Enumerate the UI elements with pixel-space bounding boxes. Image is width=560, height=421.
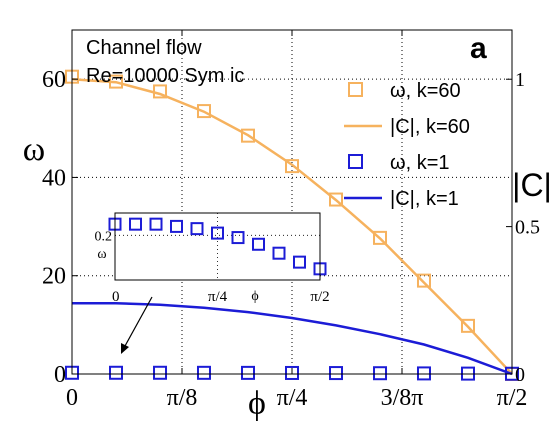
inset-marker — [190, 222, 204, 236]
inset-background — [115, 213, 320, 280]
series-2-marker — [109, 365, 124, 380]
inset-y-tick-label: 0.2 — [95, 229, 113, 244]
series-line-1 — [71, 77, 513, 375]
inset-marker — [231, 231, 245, 245]
y-tick-label-left: 60 — [42, 67, 66, 93]
series-0-marker — [240, 128, 255, 143]
legend-label-omega-k60: ω, k=60 — [390, 80, 461, 102]
y-tick-label-right: 0 — [515, 364, 525, 386]
x-tick-label: 3/8π — [381, 385, 424, 411]
series-0-marker — [153, 84, 168, 99]
panel-label: a — [470, 32, 487, 65]
inset-x-tick-label: π/4 — [208, 289, 228, 305]
series-2-marker — [196, 365, 211, 380]
legend: ω, k=60 |C|, k=60 ω, k=1 |C|, k=1 — [344, 80, 470, 210]
legend-label-omega-k1: ω, k=1 — [390, 152, 450, 174]
y-tick-label-left: 40 — [42, 165, 66, 191]
series-0-marker — [416, 273, 431, 288]
inset-marker — [129, 217, 143, 231]
inset-marker — [149, 217, 163, 231]
inset-ticks: 0 π/4 π/2 0.2 — [95, 229, 330, 305]
y-axis-label-left: ω — [23, 131, 45, 168]
inset-x-tick-label: 0 — [112, 289, 120, 305]
series-0-marker — [285, 159, 299, 174]
inset-x-axis-label: ϕ — [251, 289, 258, 304]
series-2-marker — [329, 366, 344, 381]
main-series — [65, 69, 519, 381]
series-2-marker — [416, 366, 431, 381]
inset-y-axis-label: ω — [97, 247, 106, 262]
series-0-marker — [373, 230, 388, 245]
x-tick-label: π/8 — [167, 385, 198, 411]
series-2-marker — [240, 365, 255, 380]
inset-series — [108, 217, 327, 276]
x-tick-label: 0 — [66, 385, 78, 411]
series-0-marker — [460, 318, 475, 333]
x-axis-label: ϕ — [248, 385, 266, 421]
series-0-marker — [109, 74, 124, 89]
inset-marker — [169, 219, 183, 233]
inset-marker — [272, 246, 286, 260]
inset-marker — [252, 237, 266, 251]
legend-marker-omega-k60 — [348, 82, 363, 97]
inset-chart: 0 π/4 π/2 0.2 ω ϕ — [95, 212, 330, 305]
y-tick-label-left: 0 — [54, 362, 66, 388]
series-0-marker — [196, 104, 211, 119]
inset-pointer-arrow — [121, 296, 153, 354]
legend-label-c-k1: |C|, k=1 — [390, 188, 459, 210]
x-tick-label: π/4 — [277, 385, 308, 411]
series-0-marker — [329, 192, 344, 207]
inset-plot-frame — [114, 212, 321, 281]
series-line-3 — [72, 302, 513, 376]
y-tick-label-left: 20 — [42, 264, 66, 290]
series-2-marker — [153, 365, 168, 380]
annotation-line-1: Channel flow — [86, 37, 202, 59]
inset-marker — [211, 226, 224, 240]
inset-x-tick-label: π/2 — [310, 289, 329, 305]
annotation-line-2: Re=10000 Sym ic — [86, 65, 244, 87]
legend-marker-omega-k1 — [348, 154, 363, 169]
series-2-marker — [373, 366, 388, 381]
legend-label-c-k60: |C|, k=60 — [390, 116, 470, 138]
y-axis-label-right: |C| — [512, 167, 552, 203]
x-tick-label: π/2 — [497, 385, 528, 411]
y-tick-label-right: 1 — [515, 69, 525, 91]
series-2-marker — [285, 365, 299, 380]
inset-marker — [292, 255, 306, 269]
y-tick-label-right: 0.5 — [515, 217, 540, 239]
